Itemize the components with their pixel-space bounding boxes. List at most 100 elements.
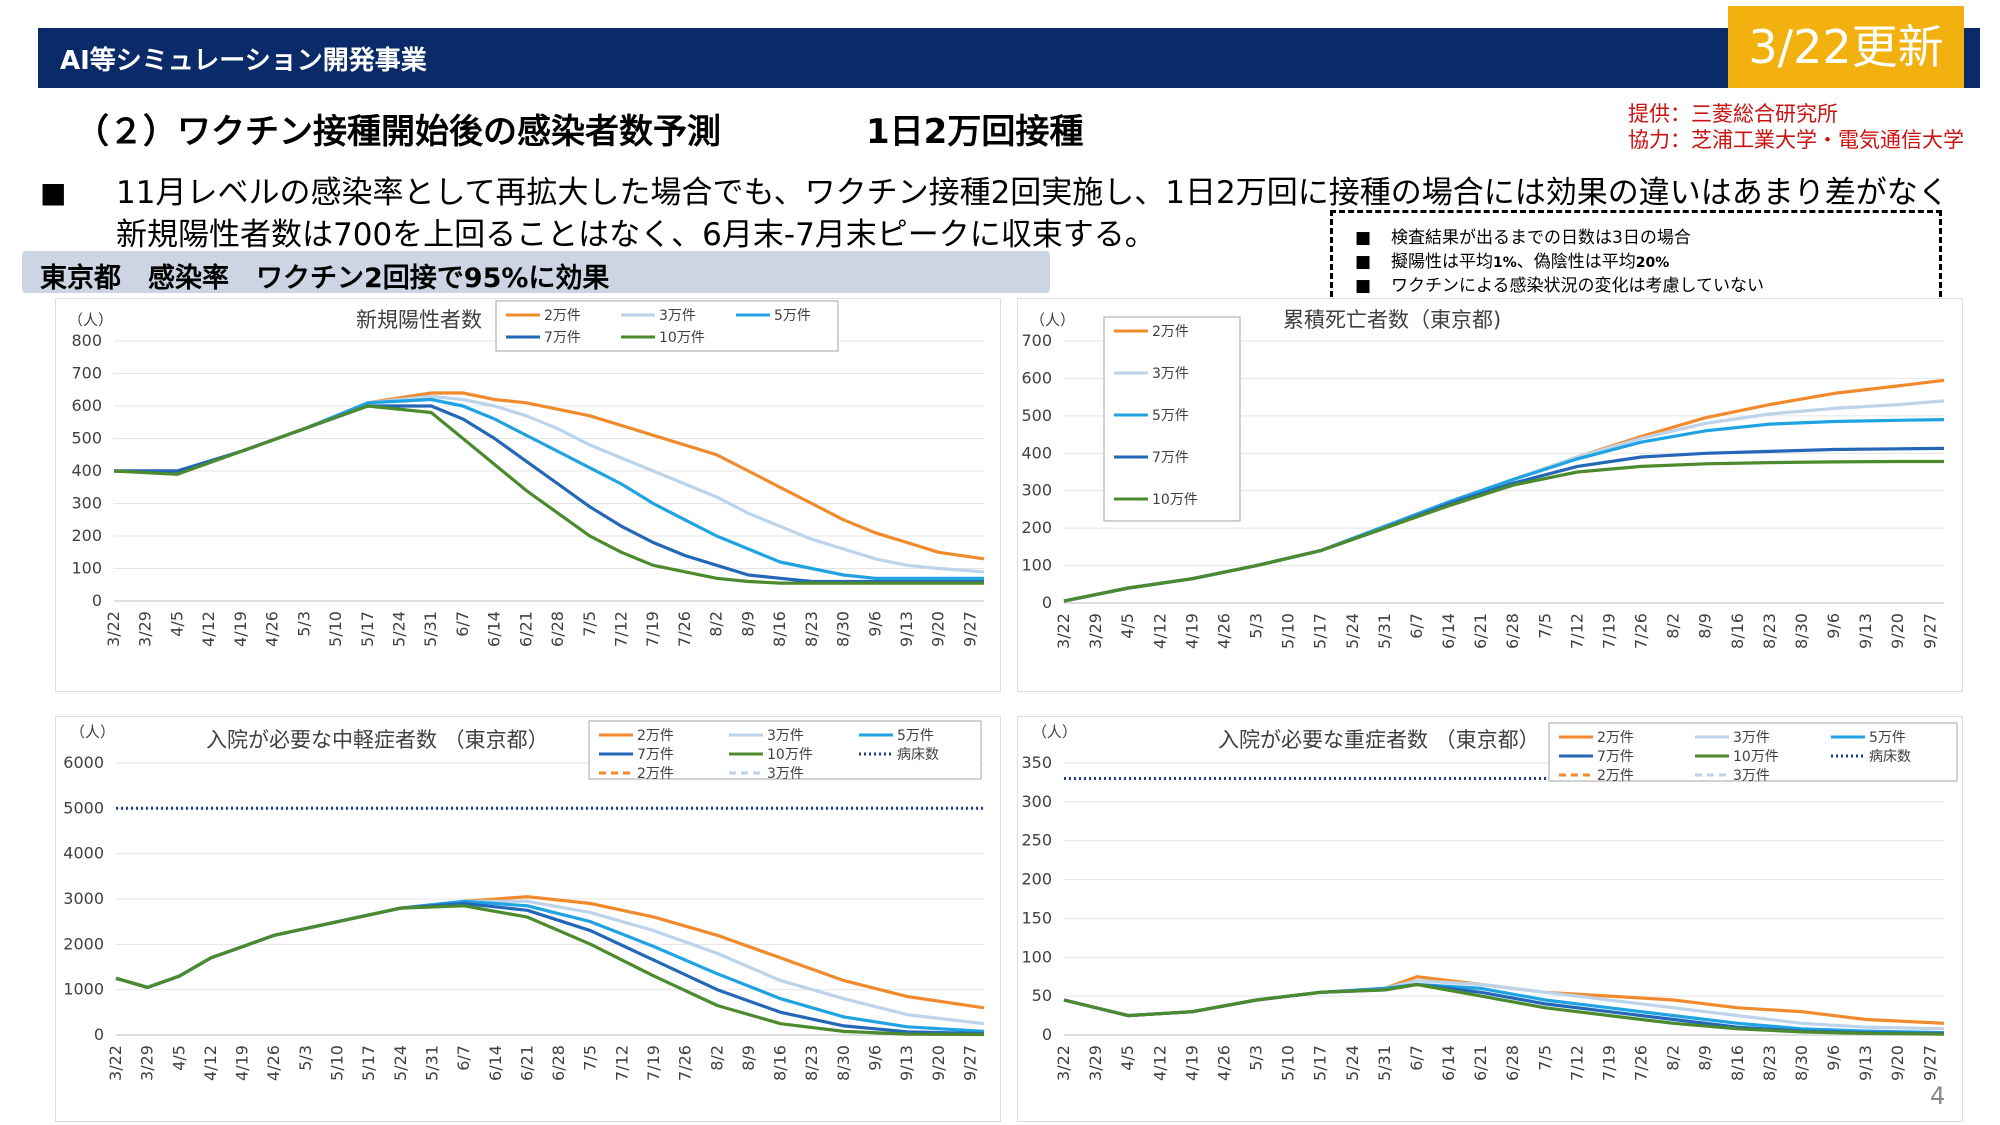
x-tick-label: 5/31 <box>1375 1045 1394 1081</box>
chart-cumulative-deaths: 累積死亡者数（東京都) （人） 0 100 200 300 400 500 600 700 3/22… <box>1017 298 1963 692</box>
x-tick-label: 7/12 <box>612 1045 631 1081</box>
chart-title: 入院が必要な重症者数 （東京都） <box>1218 728 1540 752</box>
x-tick-label: 7/19 <box>1599 613 1618 649</box>
x-tick-label: 5/3 <box>1247 613 1266 639</box>
x-tick-label: 8/16 <box>1728 1045 1747 1081</box>
y-tick-label: 100 <box>71 559 102 578</box>
x-tick-label: 4/19 <box>1182 613 1201 649</box>
x-tick-label: 5/24 <box>1343 1045 1362 1081</box>
x-tick-label: 4/5 <box>167 611 186 637</box>
chart-cumulative-deaths-svg: 累積死亡者数（東京都) （人） 0 100 200 300 400 500 600 700 3/22… <box>1021 308 1945 649</box>
header-title: AI等シミュレーション開発事業 <box>60 46 427 76</box>
x-tick-label: 5/17 <box>358 611 377 647</box>
legend-label-70k: 7万件 <box>637 747 674 763</box>
x-tick-label: 4/26 <box>263 611 282 647</box>
x-tick-label: 5/3 <box>294 611 313 637</box>
y-tick-label: 700 <box>71 364 102 383</box>
x-tick-label: 6/21 <box>517 1045 536 1081</box>
x-tick-label: 8/30 <box>1792 1045 1811 1081</box>
update-badge: 3/22更新 <box>1728 6 1964 88</box>
legend-label-20k: 2万件 <box>1597 768 1634 784</box>
legend-label-100k: 10万件 <box>1733 749 1779 765</box>
notes-box: ■ 検査結果が出るまでの日数は3日の場合 ■ 擬陽性は平均1%、偽陰性は平均20% … <box>1330 210 1942 306</box>
y-axis-unit: （人） <box>1032 723 1077 741</box>
x-tick-label: 4/12 <box>201 1045 220 1081</box>
legend-label-30k: 3万件 <box>767 728 804 744</box>
y-tick-label: 350 <box>1021 753 1052 772</box>
x-tick-label: 9/13 <box>1856 613 1875 649</box>
note-3: ■ ワクチンによる感染状況の変化は考慮していない <box>1355 276 1764 296</box>
x-tick-label: 4/5 <box>1118 613 1137 639</box>
x-tick-label: 7/26 <box>1632 1045 1651 1081</box>
legend-label-20k: 2万件 <box>637 728 674 744</box>
x-tick-label: 9/13 <box>897 1045 916 1081</box>
chart-new-cases: 新規陽性者数（東京都) （人） 0 100 200 300 400 500 600 700 800 3… <box>55 298 1001 692</box>
x-tick-label: 5/31 <box>1375 613 1394 649</box>
x-tick-label: 3/22 <box>1054 613 1073 649</box>
x-tick-label: 8/16 <box>1728 613 1747 649</box>
x-tick-label: 7/19 <box>643 611 662 647</box>
y-tick-label: 0 <box>1042 1025 1052 1044</box>
legend-label-100k: 10万件 <box>659 330 705 346</box>
x-tick-label: 6/7 <box>1407 1045 1426 1071</box>
x-tick-label: 4/26 <box>264 1045 283 1081</box>
y-axis-unit: （人） <box>1030 311 1075 329</box>
x-tick-label: 6/21 <box>1471 1045 1490 1081</box>
condition-bar <box>22 251 1050 293</box>
x-tick-label: 7/5 <box>580 611 599 637</box>
section-subtitle: 1日2万回接種 <box>866 112 1084 152</box>
x-tick-label: 3/29 <box>1086 613 1105 649</box>
legend-label-beds: 病床数 <box>897 747 939 763</box>
x-tick-label: 9/6 <box>1824 1045 1843 1071</box>
y-tick-label: 800 <box>71 331 102 350</box>
y-tick-label: 100 <box>1021 556 1052 575</box>
x-tick-label: 5/3 <box>1247 1045 1266 1071</box>
header-bar <box>38 28 1980 88</box>
y-axis-unit: （人） <box>70 723 115 741</box>
legend-label-70k: 7万件 <box>1152 450 1189 466</box>
y-tick-label: 300 <box>1021 481 1052 500</box>
x-tick-label: 5/10 <box>1279 613 1298 649</box>
x-tick-label: 9/20 <box>929 611 948 647</box>
x-tick-label: 5/17 <box>1311 1045 1330 1081</box>
y-tick-label: 2000 <box>63 934 104 953</box>
legend-label-30k: 3万件 <box>767 766 804 782</box>
x-tick-label: 3/29 <box>136 611 155 647</box>
x-tick-label: 4/5 <box>169 1045 188 1071</box>
legend-label-50k: 5万件 <box>1869 730 1906 746</box>
x-tick-label: 4/26 <box>1214 1045 1233 1081</box>
note-2: ■ 擬陽性は平均1%、偽陰性は平均20% <box>1355 252 1670 272</box>
x-tick-label: 3/22 <box>1054 1045 1073 1081</box>
y-tick-label: 5000 <box>63 798 104 817</box>
x-tick-label: 7/12 <box>612 611 631 647</box>
x-tick-label: 6/21 <box>1471 613 1490 649</box>
legend-box <box>588 720 982 780</box>
y-tick-label: 700 <box>1021 331 1052 350</box>
x-tick-label: 9/6 <box>1824 613 1843 639</box>
x-tick-label: 5/10 <box>328 1045 347 1081</box>
legend-box <box>1548 722 1958 782</box>
series-line-30k <box>115 899 985 1026</box>
chart-title: 累積死亡者数（東京都) <box>1283 308 1501 332</box>
x-tick-label: 6/7 <box>1407 613 1426 639</box>
x-tick-label: 9/27 <box>1920 1045 1939 1081</box>
credit-provider: 提供：三菱総合研究所 <box>1628 102 1838 126</box>
y-tick-label: 0 <box>1042 593 1052 612</box>
x-tick-label: 4/12 <box>199 611 218 647</box>
series-line-70k <box>114 404 984 584</box>
y-tick-label: 500 <box>1021 406 1052 425</box>
x-tick-label: 4/26 <box>1214 613 1233 649</box>
x-tick-label: 4/19 <box>233 1045 252 1081</box>
y-tick-label: 200 <box>71 526 102 545</box>
y-tick-label: 150 <box>1021 908 1052 927</box>
chart-moderate-patients: 入院が必要な中軽症者数 （東京都） （人） 0 1000 2000 3000 4000 500… <box>55 716 1001 1122</box>
series-line-20k <box>115 895 985 1010</box>
x-tick-label: 7/26 <box>675 611 694 647</box>
y-axis-unit: （人） <box>68 311 113 329</box>
x-tick-label: 9/6 <box>866 1045 885 1071</box>
summary-bullet: ■ <box>40 176 67 209</box>
x-tick-label: 8/9 <box>739 1045 758 1071</box>
x-tick-label: 6/14 <box>1439 613 1458 649</box>
chart-title: 入院が必要な中軽症者数 （東京都） <box>206 728 549 752</box>
chart-severe-patients-svg: 入院が必要な重症者数 （東京都） （人） 0 50 100 150 200 250 300 350… <box>1021 722 1958 1081</box>
